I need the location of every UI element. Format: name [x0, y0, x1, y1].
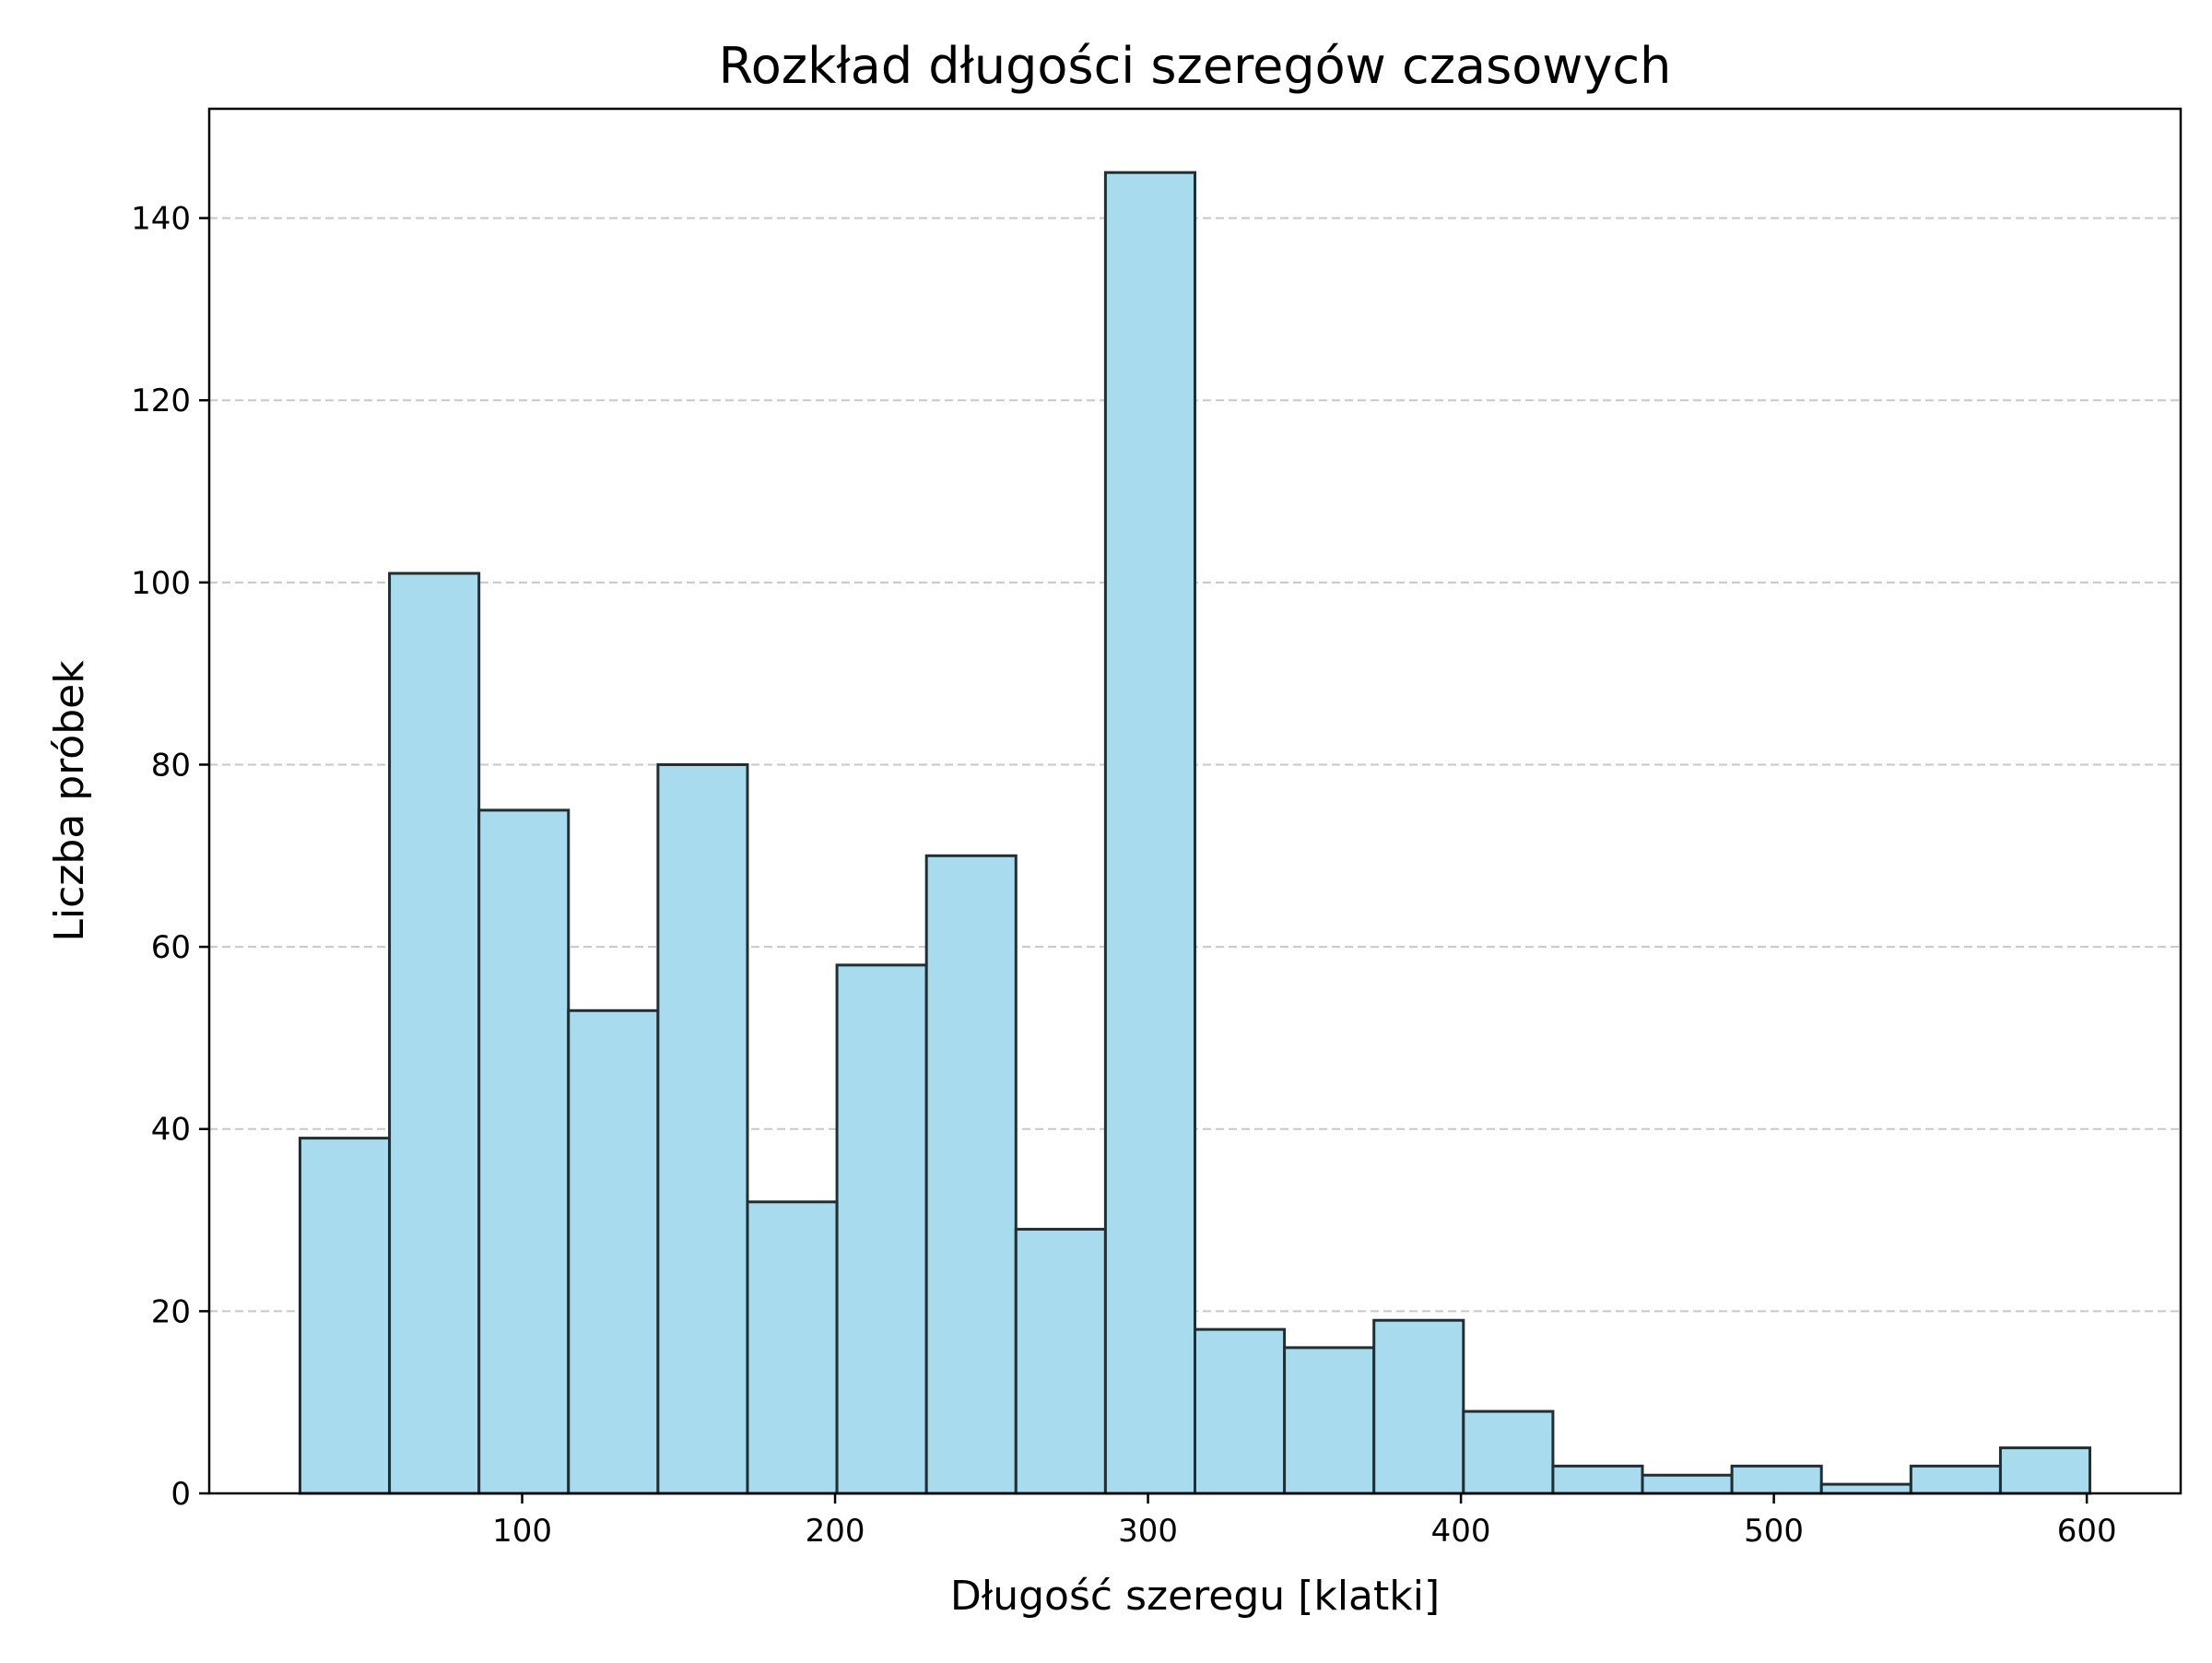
- histogram-bar: [1462, 1409, 1555, 1495]
- x-tick-label: 500: [1744, 1513, 1804, 1550]
- histogram-bar: [388, 572, 481, 1495]
- histogram-bar: [1909, 1464, 2002, 1495]
- histogram-bar: [1014, 1227, 1107, 1495]
- y-tick-label: 60: [151, 929, 191, 966]
- histogram-bar: [924, 854, 1018, 1495]
- histogram-bar: [1283, 1346, 1376, 1495]
- histogram-bar: [567, 1008, 660, 1495]
- histogram-bar: [1194, 1327, 1287, 1495]
- y-tick-label: 40: [151, 1112, 191, 1149]
- histogram-bar: [1551, 1464, 1644, 1495]
- chart-title: Rozkład długości szeregów czasowych: [719, 37, 1672, 95]
- x-tick-label: 100: [492, 1513, 552, 1550]
- histogram-bar: [1103, 171, 1197, 1495]
- histogram-bar: [298, 1137, 392, 1495]
- y-tick-label: 100: [131, 565, 191, 602]
- x-tick-label: 200: [806, 1513, 865, 1550]
- y-axis-ticks: 0 20 40 60 80 100 120 140: [131, 201, 209, 1513]
- y-tick-label: 20: [151, 1293, 191, 1330]
- y-tick-label: 0: [171, 1476, 191, 1513]
- histogram-bar: [835, 963, 928, 1495]
- histogram-bar: [656, 762, 749, 1495]
- y-tick-label: 80: [151, 747, 191, 784]
- x-tick-label: 300: [1118, 1513, 1178, 1550]
- bars-layer: [298, 171, 2092, 1495]
- x-axis-ticks: 100 200 300 400 500 600: [492, 1493, 2117, 1550]
- plot-frame: [207, 107, 2183, 1495]
- histogram-bar: [1372, 1318, 1465, 1495]
- y-tick-label: 140: [131, 201, 191, 238]
- x-tick-label: 600: [2057, 1513, 2117, 1550]
- histogram-bar: [1730, 1464, 1823, 1495]
- x-axis-title: Długość szeregu [klatki]: [950, 1573, 1440, 1620]
- histogram-bar: [1641, 1473, 1734, 1495]
- histogram-bar: [746, 1200, 839, 1495]
- histogram-bar: [1998, 1446, 2092, 1495]
- x-tick-label: 400: [1431, 1513, 1491, 1550]
- y-tick-label: 120: [131, 383, 191, 419]
- y-axis-title: Liczba próbek: [46, 660, 93, 942]
- histogram-bar: [1819, 1482, 1912, 1495]
- histogram-bar: [477, 808, 571, 1495]
